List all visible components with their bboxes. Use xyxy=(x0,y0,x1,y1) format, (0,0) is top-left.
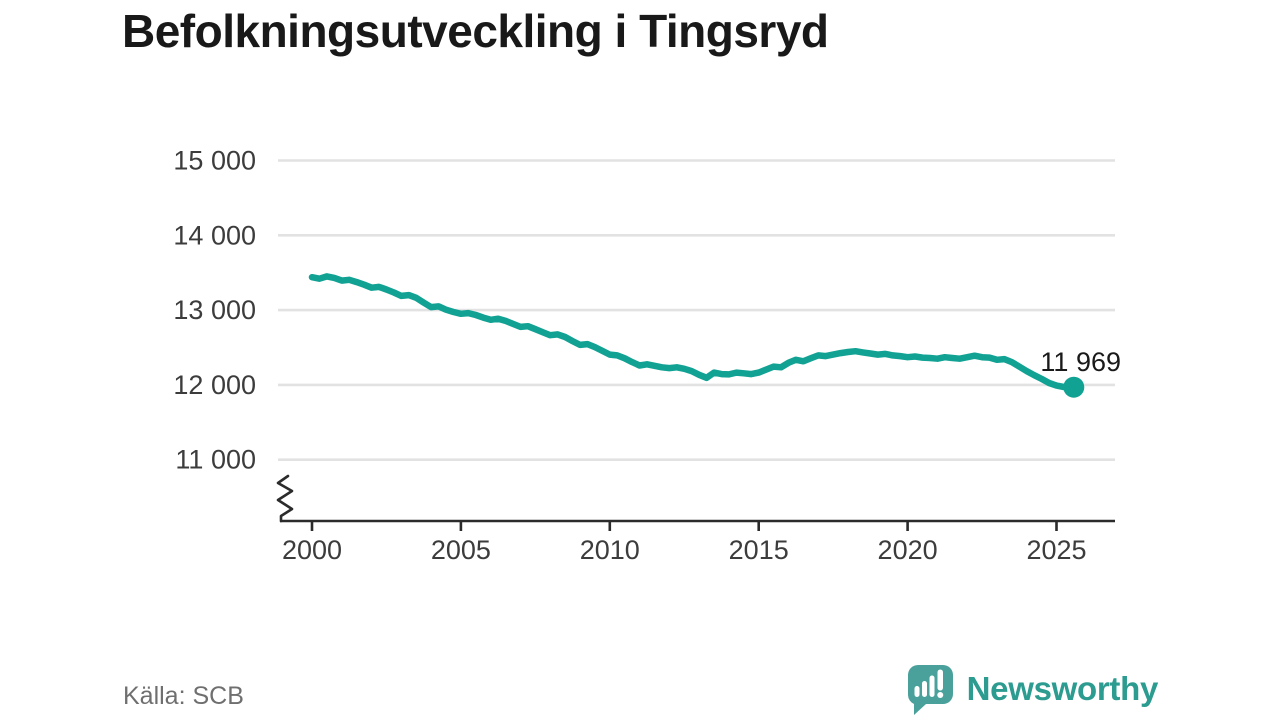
x-tick-label: 2005 xyxy=(431,535,491,565)
y-tick-label: 12 000 xyxy=(173,370,256,400)
axis-break-icon xyxy=(276,474,294,523)
y-tick-label: 14 000 xyxy=(173,220,256,250)
page-title: Befolkningsutveckling i Tingsryd xyxy=(122,5,829,57)
x-tick-label: 2010 xyxy=(580,535,640,565)
x-tick-label: 2025 xyxy=(1026,535,1086,565)
end-value-label: 11 969 xyxy=(1040,347,1121,377)
newsworthy-speech-bubble-chart-icon xyxy=(907,665,953,715)
x-tick-label: 2020 xyxy=(878,535,938,565)
population-line xyxy=(308,273,1078,391)
x-tick-label: 2015 xyxy=(729,535,789,565)
x-tick-label: 2000 xyxy=(282,535,342,565)
newsworthy-logo: Newsworthy xyxy=(904,662,1158,716)
y-tick-label: 15 000 xyxy=(173,146,256,176)
end-point-dot xyxy=(1063,376,1085,398)
y-tick-label: 13 000 xyxy=(173,295,256,325)
source-text: Källa: SCB xyxy=(123,682,244,710)
brand-wordmark: Newsworthy xyxy=(966,670,1159,707)
y-tick-label: 11 000 xyxy=(175,445,256,475)
